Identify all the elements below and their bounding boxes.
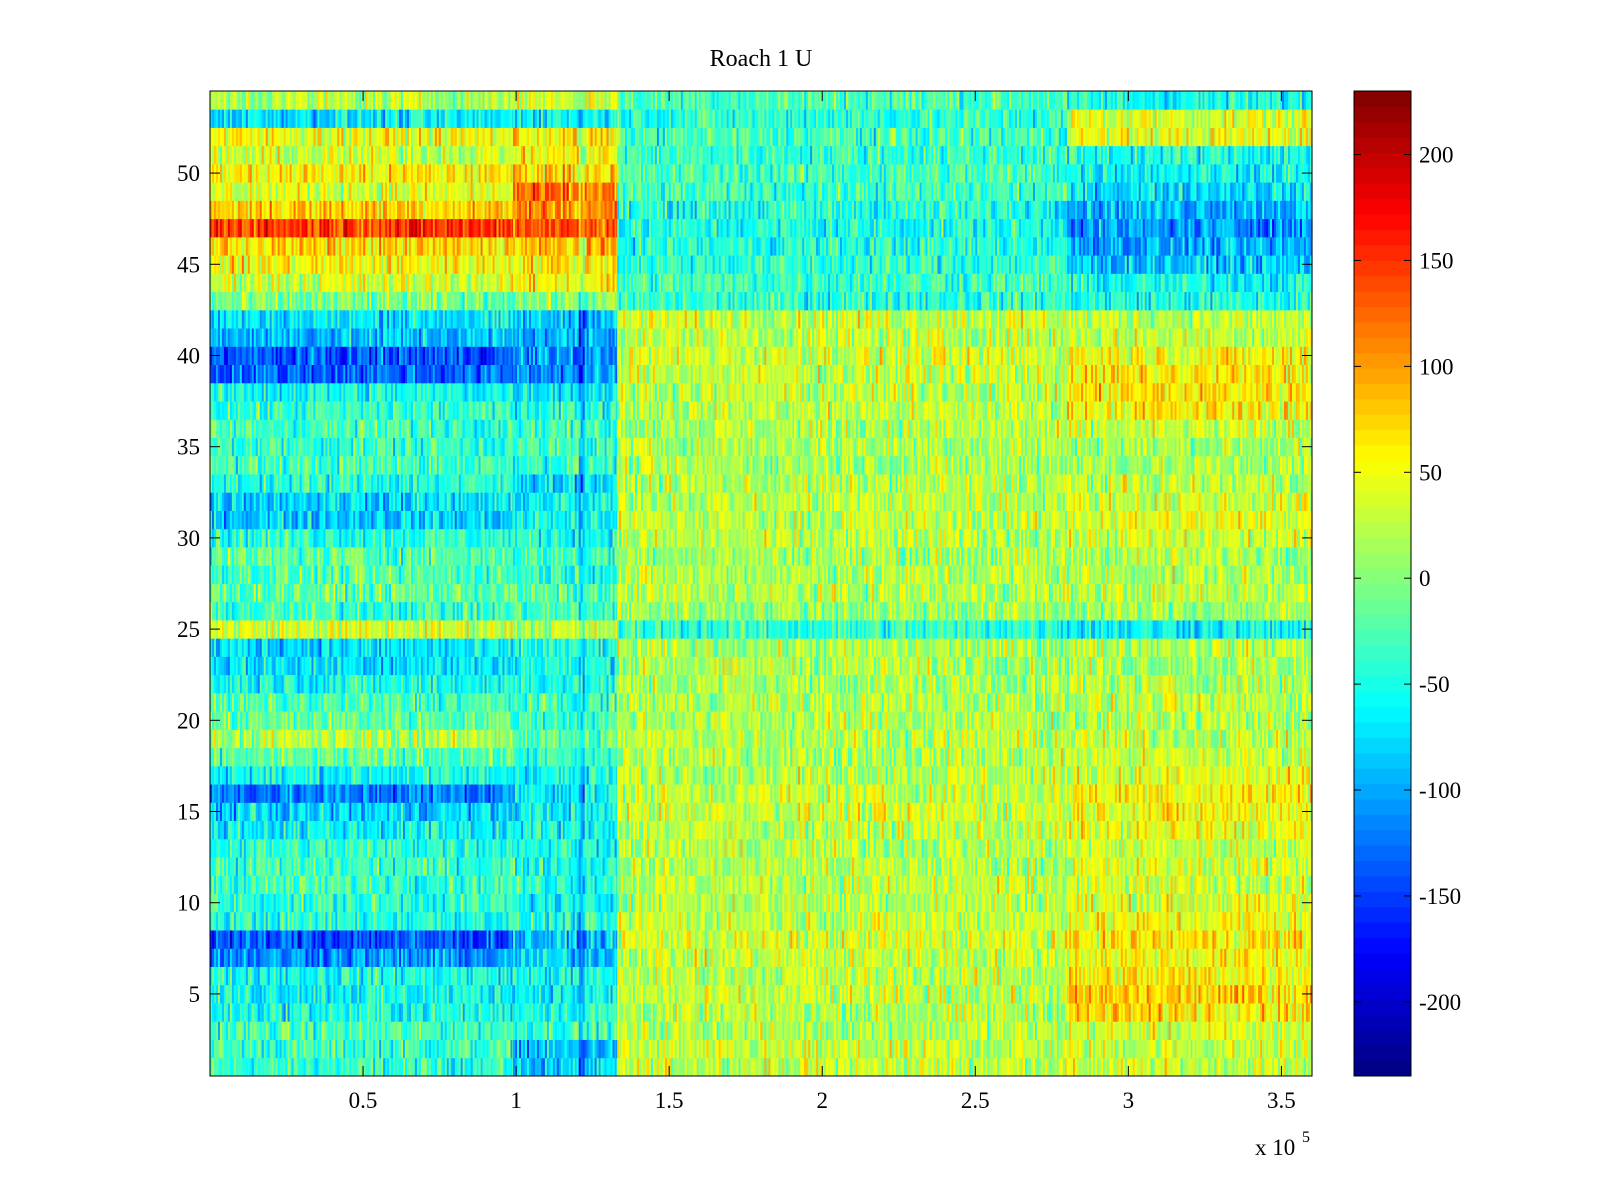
chart-title: Roach 1 U [710, 46, 813, 72]
heatmap-cells [210, 91, 1313, 1076]
